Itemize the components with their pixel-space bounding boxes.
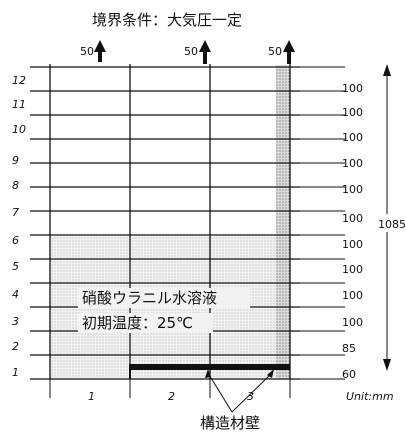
- column-label: 1: [88, 390, 95, 403]
- wall-pointer-line: [231, 372, 273, 413]
- row-label: 5: [12, 260, 19, 273]
- row-label: 12: [12, 74, 26, 87]
- row-height: 100: [342, 263, 363, 276]
- wall-pointer-head: [205, 369, 211, 378]
- column-label: 3: [247, 390, 254, 403]
- row-label: 8: [12, 179, 19, 192]
- row-labels: 12 11 10 9 8 7 6 5 4 3 2 1: [12, 74, 26, 379]
- row-label: 3: [12, 315, 19, 328]
- total-height-arrow-down: [383, 359, 391, 371]
- inflow-value: 50: [80, 45, 94, 58]
- row-height: 100: [342, 106, 363, 119]
- row-label: 7: [12, 206, 19, 219]
- initial-temperature: 初期温度：25℃: [82, 314, 193, 332]
- row-label: 10: [12, 123, 26, 136]
- structural-wall-label: 構造材壁: [200, 414, 260, 432]
- inflow-arrow-3: [283, 40, 295, 64]
- inflow-arrow-2: [199, 40, 211, 64]
- unit-label: Unit:mm: [346, 390, 394, 403]
- row-height: 85: [342, 342, 356, 355]
- row-height: 60: [342, 368, 356, 381]
- column-label: 2: [168, 390, 175, 403]
- liquid-name: 硝酸ウラニル水溶液: [82, 289, 217, 307]
- wall-pointer-head: [267, 369, 274, 378]
- row-label: 4: [12, 288, 19, 301]
- row-label: 1: [12, 366, 19, 379]
- inflow-arrow-1: [94, 40, 106, 62]
- row-height: 100: [342, 212, 363, 225]
- total-height-arrow-up: [383, 64, 391, 76]
- inflow-value: 50: [184, 45, 198, 58]
- wall-shading: [276, 65, 290, 379]
- row-height: 100: [342, 157, 363, 170]
- row-label: 6: [12, 234, 19, 247]
- boundary-condition-title: 境界条件：大気圧一定: [92, 11, 242, 29]
- row-label: 11: [12, 98, 26, 111]
- inflow-value: 50: [268, 45, 282, 58]
- row-label: 9: [12, 154, 19, 167]
- row-heights: 100 100 100 100 100 100 100 100 100 100 …: [342, 82, 363, 381]
- row-height: 100: [342, 316, 363, 329]
- row-label: 2: [12, 340, 19, 353]
- row-height: 100: [342, 183, 363, 196]
- total-height-label: 1085: [378, 218, 406, 231]
- wall-pointer-line: [207, 372, 233, 413]
- row-height: 100: [342, 131, 363, 144]
- row-height: 100: [342, 289, 363, 302]
- row-height: 100: [342, 238, 363, 251]
- row-height: 100: [342, 82, 363, 95]
- structural-wall: [130, 364, 290, 370]
- dimension-ticks: [290, 66, 345, 380]
